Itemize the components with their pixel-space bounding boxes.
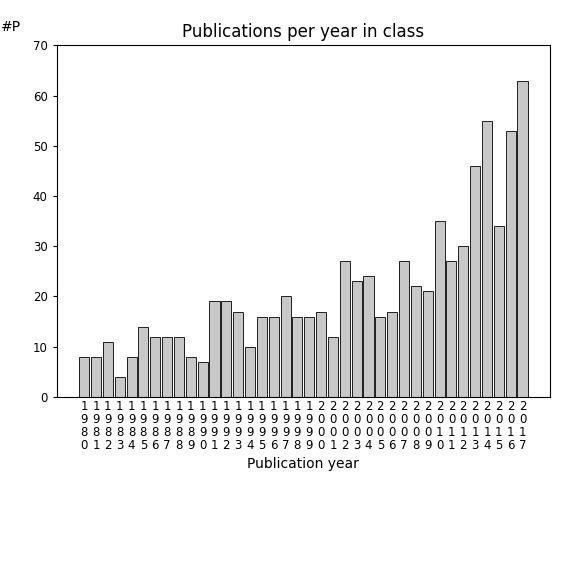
Bar bbox=[186, 357, 196, 397]
Bar bbox=[209, 302, 219, 397]
Bar bbox=[458, 246, 468, 397]
Bar bbox=[375, 316, 386, 397]
Bar bbox=[340, 261, 350, 397]
Bar bbox=[494, 226, 504, 397]
Bar bbox=[293, 316, 302, 397]
Bar bbox=[103, 342, 113, 397]
Bar bbox=[304, 316, 314, 397]
Bar bbox=[79, 357, 89, 397]
Bar bbox=[91, 357, 101, 397]
Bar bbox=[198, 362, 208, 397]
Bar bbox=[316, 311, 326, 397]
Bar bbox=[387, 311, 397, 397]
Bar bbox=[150, 337, 160, 397]
Bar bbox=[518, 81, 527, 397]
X-axis label: Publication year: Publication year bbox=[247, 457, 359, 471]
Bar bbox=[162, 337, 172, 397]
Bar bbox=[221, 302, 231, 397]
Bar bbox=[352, 281, 362, 397]
Bar bbox=[126, 357, 137, 397]
Bar bbox=[363, 276, 374, 397]
Bar bbox=[257, 316, 267, 397]
Text: #P: #P bbox=[1, 20, 22, 35]
Bar bbox=[245, 346, 255, 397]
Bar bbox=[411, 286, 421, 397]
Bar bbox=[138, 327, 149, 397]
Bar bbox=[446, 261, 456, 397]
Bar bbox=[328, 337, 338, 397]
Bar bbox=[434, 221, 445, 397]
Bar bbox=[399, 261, 409, 397]
Bar bbox=[233, 311, 243, 397]
Bar bbox=[482, 121, 492, 397]
Bar bbox=[470, 166, 480, 397]
Bar bbox=[423, 291, 433, 397]
Bar bbox=[115, 377, 125, 397]
Title: Publications per year in class: Publications per year in class bbox=[182, 23, 425, 41]
Bar bbox=[269, 316, 279, 397]
Bar bbox=[281, 297, 291, 397]
Bar bbox=[506, 131, 516, 397]
Bar bbox=[174, 337, 184, 397]
